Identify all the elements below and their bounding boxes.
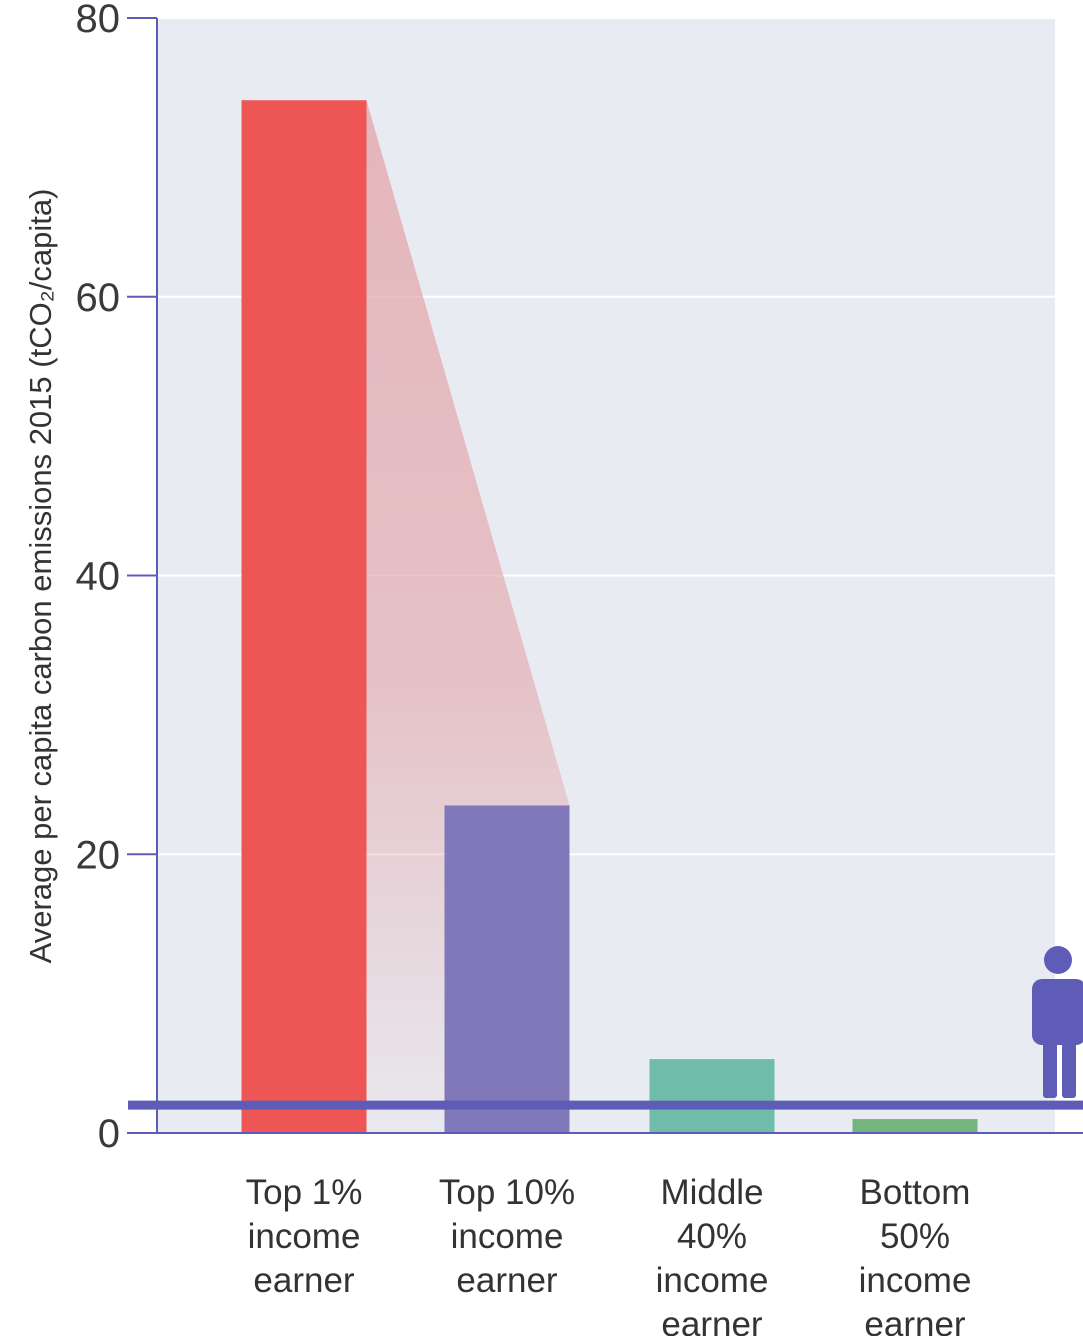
y-tick-label: 80 [76,0,121,41]
category-label: Top 1% [246,1173,363,1212]
bar [444,805,570,1133]
category-label: earner [456,1261,558,1300]
category-label: earner [661,1305,763,1336]
category-label: earner [253,1261,355,1300]
category-label: earner [864,1305,966,1336]
category-label: income [248,1217,361,1256]
y-axis-label: Average per capita carbon emissions 2015… [23,189,58,964]
person-icon [1032,946,1083,1098]
category-label: Middle [660,1173,763,1212]
category-label: 50% [880,1217,950,1256]
y-tick-label: 60 [76,276,121,320]
bar [241,100,367,1134]
bars [241,100,978,1134]
category-label: income [656,1261,769,1300]
category-label: Bottom [860,1173,971,1212]
category-label: income [451,1217,564,1256]
y-tick-label: 20 [76,833,121,877]
y-tick-label: 40 [76,555,121,599]
y-axis-ticks: 0 20 40 60 80 [76,0,157,1156]
category-label: income [859,1261,972,1300]
x-axis-labels: Top 1% income earner Top 10% income earner Mid… [246,1173,972,1336]
y-tick-label: 0 [98,1112,120,1156]
category-label: Top 10% [439,1173,575,1212]
bar [649,1059,775,1133]
category-label: 40% [677,1217,747,1256]
bar [852,1119,978,1133]
